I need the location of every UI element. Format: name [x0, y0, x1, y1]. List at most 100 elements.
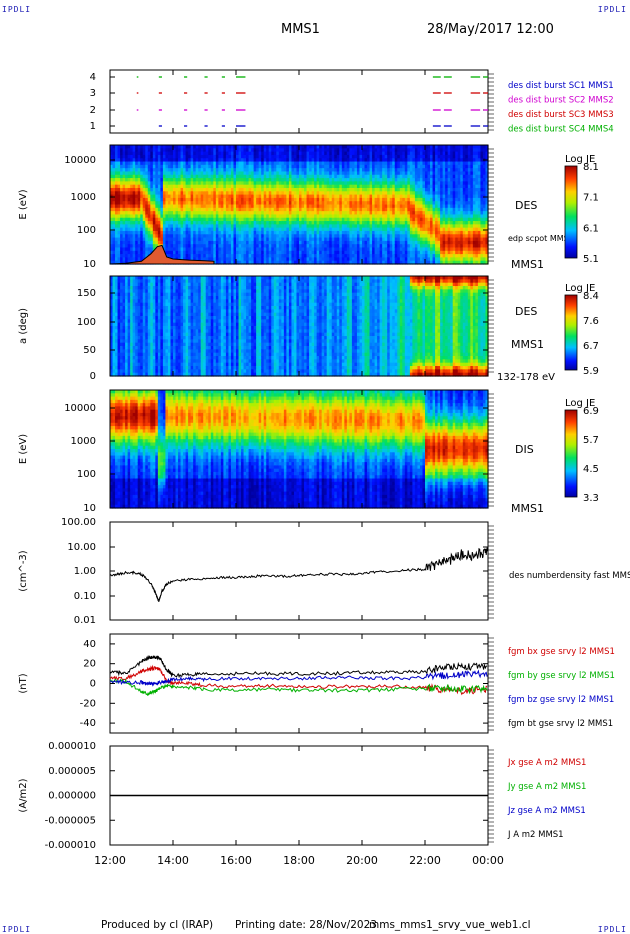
spectrogram-cell [445, 168, 449, 173]
spectrogram-cell [203, 254, 207, 258]
spectrogram-cell [296, 154, 300, 159]
spectrogram-cell [256, 204, 260, 209]
spectrogram-cell [208, 191, 212, 196]
spectrogram-cell [321, 234, 325, 239]
spectrogram-cell [402, 221, 406, 225]
spectrogram-cell [299, 207, 303, 212]
spectrogram-cell [205, 244, 209, 249]
spectrogram-cell [440, 171, 444, 176]
spectrogram-cell [445, 158, 449, 163]
spectrogram-cell [230, 214, 235, 219]
spectrogram-cell [281, 230, 285, 235]
spectrogram-cell [435, 148, 439, 153]
spectrogram-cell [185, 250, 189, 255]
spectrogram-cell [409, 237, 413, 242]
spectrogram-cell [162, 221, 167, 225]
spectrogram-cell [288, 257, 293, 262]
spectrogram-cell [314, 148, 318, 153]
spectrogram-cell [394, 230, 398, 235]
spectrogram-cell [213, 234, 217, 239]
spectrogram-cell [349, 257, 353, 262]
spectrogram-cell [316, 197, 320, 202]
spectrogram-cell [188, 254, 192, 258]
spectrogram-cell [251, 151, 255, 156]
spectrogram-cell [309, 204, 313, 209]
spectrogram-cell [329, 244, 333, 249]
spectrogram-cell [379, 217, 383, 222]
spectrogram-cell [228, 254, 232, 258]
spectrogram-cell [354, 257, 358, 262]
spectrogram-cell [321, 227, 325, 232]
spectrogram-cell [210, 154, 214, 159]
spectrogram-cell [256, 197, 260, 202]
spectrogram-cell [331, 171, 335, 176]
spectrogram-cell [377, 214, 381, 219]
spectrogram-cell [394, 224, 398, 229]
spectrogram-cell [220, 158, 224, 163]
spectrogram-cell [115, 217, 119, 222]
spectrogram-cell [374, 207, 378, 212]
spectrogram-cell [344, 234, 348, 239]
spectrogram-cell [354, 197, 358, 202]
spectrogram-cell [402, 174, 406, 179]
spectrogram-cell [346, 254, 350, 258]
spectrogram-cell [412, 178, 416, 182]
spectrogram-cell [319, 257, 323, 262]
spectrogram-cell [203, 221, 207, 225]
spectrogram-cell [238, 145, 242, 149]
spectrogram-cell [306, 148, 310, 153]
spectrogram-cell [208, 237, 212, 242]
spectrogram-cell [155, 148, 159, 153]
spectrogram-cell [213, 230, 217, 235]
spectrogram-cell [321, 260, 325, 265]
spectrogram-cell [359, 178, 363, 182]
spectrogram-cell [299, 224, 303, 229]
spectrogram-cell [286, 164, 290, 169]
spectrogram-cell [233, 178, 237, 182]
spectrogram-cell [432, 230, 436, 235]
spectrogram-cell [248, 207, 252, 212]
spectrogram-cell [160, 207, 164, 212]
spectrogram-cell [435, 230, 439, 235]
spectrogram-cell [198, 161, 202, 166]
spectrogram-cell [127, 224, 131, 229]
spectrogram-cell [220, 171, 224, 176]
spectrogram-cell [120, 151, 124, 156]
spectrogram-cell [356, 260, 361, 265]
spectrogram-cell [241, 217, 245, 222]
spectrogram-cell [147, 194, 151, 199]
spectrogram-cell [142, 168, 146, 173]
spectrogram-cell [336, 178, 340, 182]
spectrogram-cell [435, 204, 439, 209]
spectrogram-cell [135, 161, 139, 166]
spectrogram-cell [346, 158, 350, 163]
spectrogram-cell [299, 201, 303, 206]
spectrogram-cell [349, 174, 353, 179]
spectrogram-cell [215, 148, 219, 153]
spectrogram-cell [140, 161, 144, 166]
spectrogram-cell [223, 247, 227, 252]
spectrogram-cell [309, 191, 313, 196]
spectrogram-cell [397, 214, 401, 219]
spectrogram-cell [142, 145, 146, 149]
spectrogram-cell [120, 191, 124, 196]
spectrogram-cell [228, 221, 232, 225]
spectrogram-cell [445, 244, 449, 249]
spectrogram-cell [228, 191, 232, 196]
spectrogram-cell [230, 197, 235, 202]
spectrogram-cell [273, 184, 277, 189]
spectrogram-cell [346, 151, 350, 156]
spectrogram-cell [445, 250, 449, 255]
spectrogram-cell [271, 254, 275, 258]
spectrogram-cell [188, 227, 192, 232]
spectrogram-cell [301, 161, 305, 166]
spectrogram-cell [369, 260, 373, 265]
spectrogram-cell [331, 240, 335, 245]
spectrogram-cell [450, 191, 454, 196]
spectrogram-cell [165, 187, 169, 192]
spectrogram-cell [256, 201, 260, 206]
spectrogram-cell [273, 204, 277, 209]
spectrogram-cell [228, 217, 232, 222]
spectrogram-cell [314, 197, 318, 202]
spectrogram-cell [440, 214, 444, 219]
